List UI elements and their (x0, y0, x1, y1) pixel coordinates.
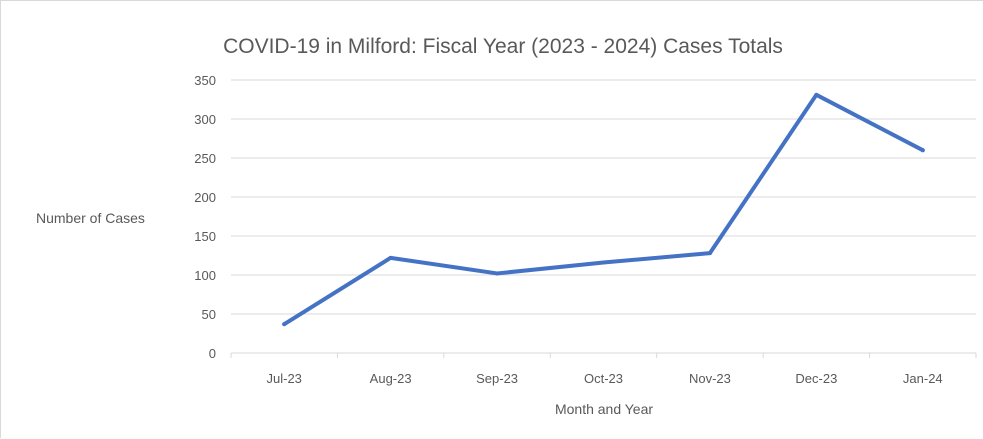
y-axis-title: Number of Cases (36, 210, 145, 226)
y-tick-label: 350 (194, 73, 216, 88)
x-tick-label: Sep-23 (476, 371, 518, 386)
y-tick-label: 50 (202, 307, 216, 322)
y-tick-label: 100 (194, 268, 216, 283)
y-tick-label: 0 (209, 346, 216, 361)
gridlines (230, 79, 977, 358)
data-point (282, 322, 287, 327)
y-tick-label: 150 (194, 229, 216, 244)
data-point (920, 148, 925, 153)
data-point (601, 260, 606, 265)
x-tick-label: Nov-23 (689, 371, 731, 386)
y-tick-label: 250 (194, 151, 216, 166)
data-point (707, 251, 712, 256)
data-point (814, 92, 819, 97)
x-tick-label: Oct-23 (584, 371, 623, 386)
series-group (282, 92, 925, 327)
y-axis-tick-labels: 0 50 100 150 200 250 300 350 (194, 73, 216, 361)
x-tick-label: Jul-23 (267, 371, 302, 386)
x-tick-label: Aug-23 (370, 371, 412, 386)
x-tick-label: Jan-24 (903, 371, 943, 386)
chart-title: COVID-19 in Milford: Fiscal Year (2023 -… (223, 35, 783, 58)
y-tick-label: 300 (194, 112, 216, 127)
x-axis-title: Month and Year (555, 401, 653, 417)
data-point (388, 255, 393, 260)
y-tick-label: 200 (194, 190, 216, 205)
x-axis-tick-labels: Jul-23 Aug-23 Sep-23 Oct-23 Nov-23 Dec-23 Jan-… (267, 371, 943, 386)
data-point (495, 271, 500, 276)
series-line (282, 92, 925, 327)
x-tick-label: Dec-23 (795, 371, 837, 386)
